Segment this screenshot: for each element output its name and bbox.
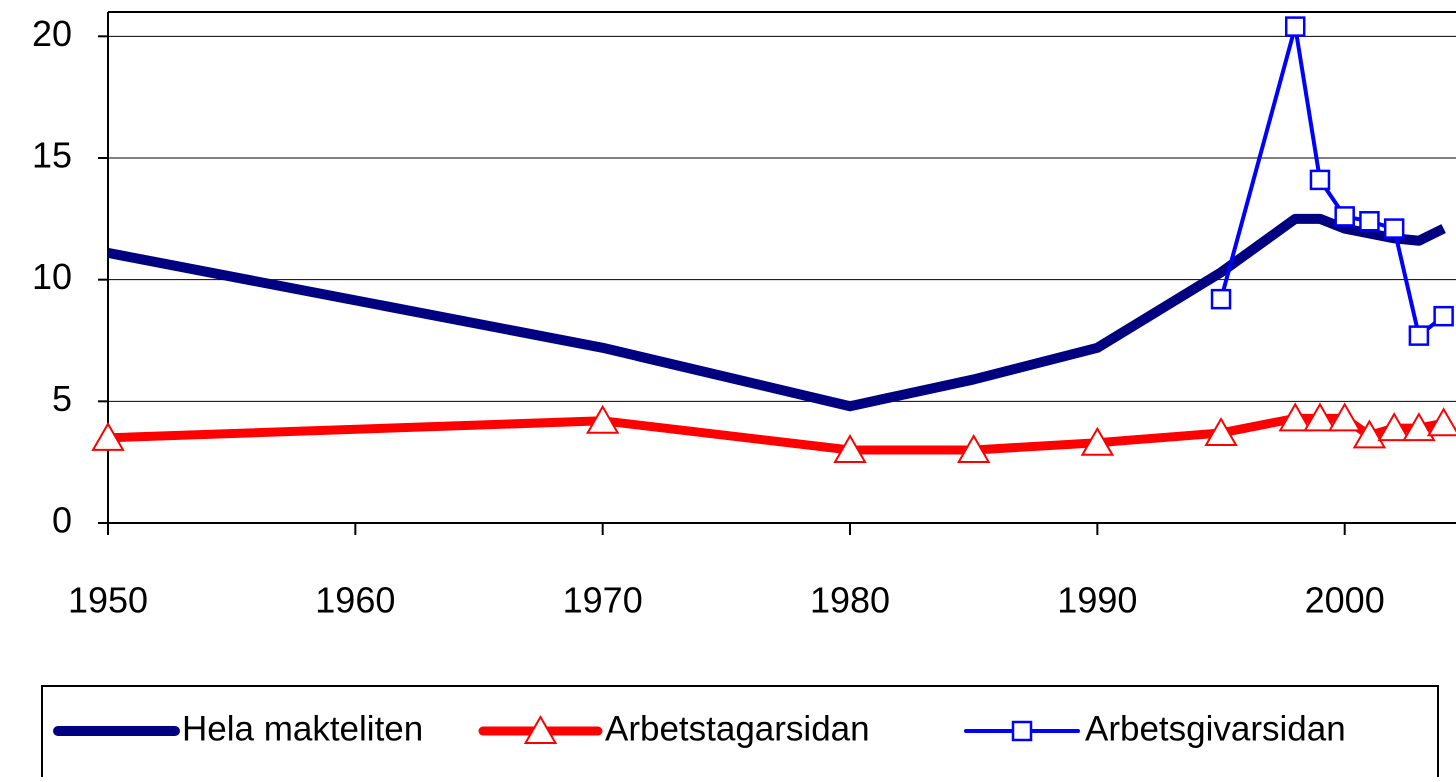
marker bbox=[833, 433, 867, 463]
marker bbox=[585, 404, 620, 434]
marker bbox=[1309, 169, 1331, 191]
marker bbox=[1011, 720, 1033, 742]
legend-label: Hela makteliten bbox=[182, 709, 423, 748]
marker bbox=[1402, 412, 1436, 442]
x-tick-label: 1970 bbox=[563, 580, 643, 621]
legend-label: Arbetstagarsidan bbox=[605, 709, 870, 748]
x-tick-label: 1960 bbox=[315, 580, 395, 621]
legend-box bbox=[41, 685, 1439, 782]
x-tick-label: 1990 bbox=[1057, 580, 1137, 621]
marker bbox=[1327, 402, 1362, 432]
marker bbox=[956, 433, 991, 463]
x-tick-label: 1950 bbox=[68, 580, 148, 621]
marker bbox=[1433, 305, 1454, 327]
y-tick-label: 0 bbox=[52, 500, 72, 541]
marker bbox=[1383, 218, 1405, 239]
x-tick-label: 2000 bbox=[1305, 580, 1385, 621]
marker bbox=[1426, 407, 1456, 437]
marker bbox=[1278, 402, 1312, 432]
marker bbox=[1080, 426, 1115, 456]
marker bbox=[1408, 325, 1430, 346]
marker bbox=[1352, 419, 1387, 449]
series-line bbox=[1219, 24, 1445, 338]
y-tick-label: 5 bbox=[52, 378, 72, 419]
marker bbox=[1204, 416, 1238, 446]
marker bbox=[1359, 211, 1380, 232]
marker bbox=[1284, 16, 1306, 37]
y-tick-label: 15 bbox=[32, 135, 72, 176]
marker bbox=[1377, 412, 1411, 442]
legend-label: Arbetsgivarsidan bbox=[1085, 709, 1346, 748]
marker bbox=[1210, 288, 1232, 310]
x-tick-label: 1980 bbox=[810, 580, 890, 621]
marker bbox=[523, 714, 558, 744]
y-tick-label: 10 bbox=[32, 256, 72, 297]
marker bbox=[1334, 206, 1355, 227]
y-tick-label: 20 bbox=[32, 13, 72, 54]
marker bbox=[1303, 402, 1337, 432]
marker bbox=[91, 421, 125, 451]
